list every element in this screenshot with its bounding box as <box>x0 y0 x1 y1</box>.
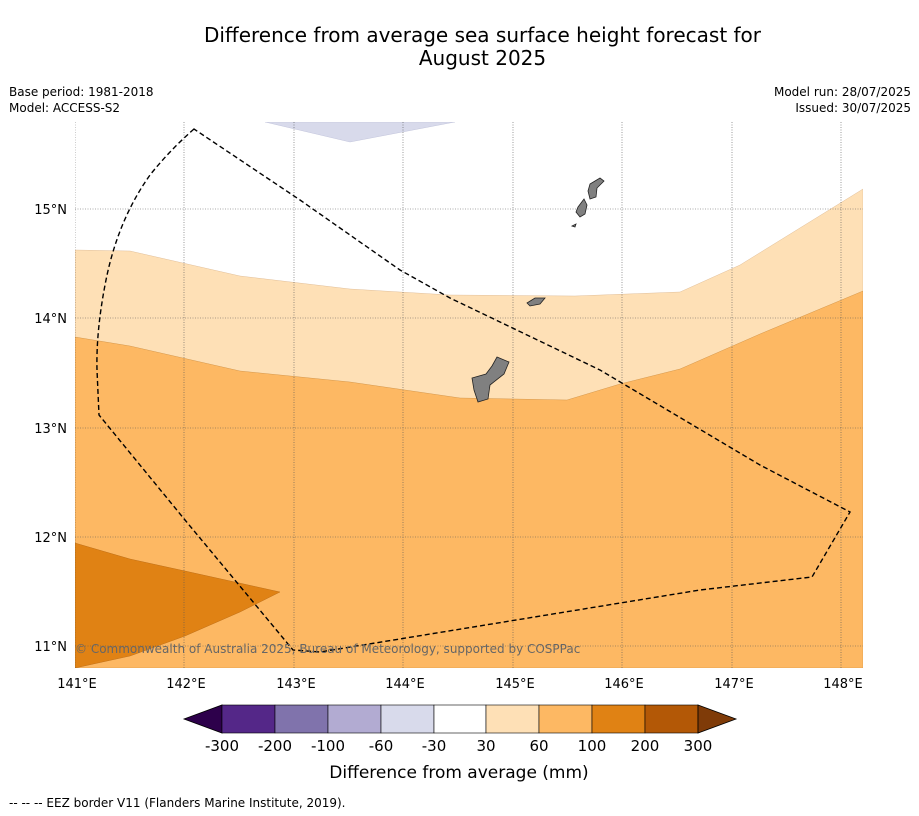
colorbar-tick-10: 300 <box>684 737 713 755</box>
colorbar-ticks: -300 -200 -100 -60 -30 30 60 100 200 300 <box>205 737 712 755</box>
lat-label-14: 14°N <box>34 312 67 327</box>
meta-left: Base period: 1981-2018 Model: ACCESS-S2 <box>9 84 154 116</box>
lon-labels: 141°E 142°E 143°E 144°E 145°E 146°E 147°… <box>57 677 863 692</box>
island-tinian <box>575 198 588 218</box>
model-text: Model: ACCESS-S2 <box>9 101 121 115</box>
colorbar-segment-1 <box>221 704 276 734</box>
colorbar-segment-4 <box>380 704 435 734</box>
colorbar-segment-3 <box>327 704 382 734</box>
lat-label-15: 15°N <box>34 203 67 218</box>
base-period-text: Base period: 1981-2018 <box>9 85 154 99</box>
colorbar-tick-4: -60 <box>369 737 394 755</box>
colorbar-segment-5 <box>433 704 487 734</box>
lon-label-148: 148°E <box>823 677 863 692</box>
colorbar-extend-high <box>697 704 738 734</box>
colorbar-segment-8 <box>591 704 646 734</box>
meta-right: Model run: 28/07/2025 Issued: 30/07/2025 <box>774 84 911 116</box>
colorbar-tick-1: -300 <box>205 737 239 755</box>
map-title: Difference from average sea surface heig… <box>0 24 919 70</box>
lon-label-144: 144°E <box>385 677 425 692</box>
map-title-line-2: August 2025 <box>418 46 547 70</box>
lat-labels: 15°N 14°N 13°N 12°N 11°N <box>34 203 67 655</box>
islands <box>471 177 605 403</box>
lon-label-142: 142°E <box>166 677 206 692</box>
band-100-200 <box>75 542 281 668</box>
model-run-text: Model run: 28/07/2025 <box>773 85 911 99</box>
lon-label-146: 146°E <box>604 677 644 692</box>
lon-label-145: 145°E <box>495 677 535 692</box>
colorbar-segment-9 <box>644 704 699 734</box>
band-minus60-minus30 <box>264 122 456 143</box>
colorbar-segment-2 <box>274 704 329 734</box>
colorbar-tick-8: 100 <box>578 737 607 755</box>
lat-label-12: 12°N <box>34 531 67 546</box>
island-saipan <box>587 177 605 200</box>
gridlines <box>75 122 863 668</box>
colorbar-extend-low <box>182 704 223 734</box>
eez-footnote: -- -- -- EEZ border V11 (Flanders Marine… <box>9 796 346 810</box>
map-title-line-1: Difference from average sea surface heig… <box>203 23 762 47</box>
copyright-text: © Commonwealth of Australia 2025, Bureau… <box>75 642 580 656</box>
map-area: © Commonwealth of Australia 2025, Bureau… <box>75 122 863 668</box>
lat-label-13: 13°N <box>34 422 67 437</box>
colorbar-segment-6 <box>485 704 540 734</box>
lon-label-143: 143°E <box>276 677 316 692</box>
colorbar-segment-7 <box>538 704 593 734</box>
eez-border <box>96 128 851 653</box>
band-60-100 <box>75 290 863 668</box>
island-guam <box>471 356 510 403</box>
colorbar-tick-6: 30 <box>476 737 495 755</box>
island-aguijan <box>570 223 577 228</box>
colorbar-tick-9: 200 <box>631 737 660 755</box>
lon-label-147: 147°E <box>714 677 754 692</box>
colorbar-label: Difference from average (mm) <box>329 763 588 783</box>
colorbar-tick-7: 60 <box>529 737 548 755</box>
issued-text: Issued: 30/07/2025 <box>795 101 911 115</box>
colorbar <box>182 704 738 734</box>
colorbar-tick-3: -100 <box>311 737 345 755</box>
colorbar-tick-2: -200 <box>258 737 292 755</box>
island-rota <box>526 297 546 307</box>
lon-label-141: 141°E <box>57 677 97 692</box>
lat-label-11: 11°N <box>34 640 67 655</box>
colorbar-tick-5: -30 <box>422 737 447 755</box>
